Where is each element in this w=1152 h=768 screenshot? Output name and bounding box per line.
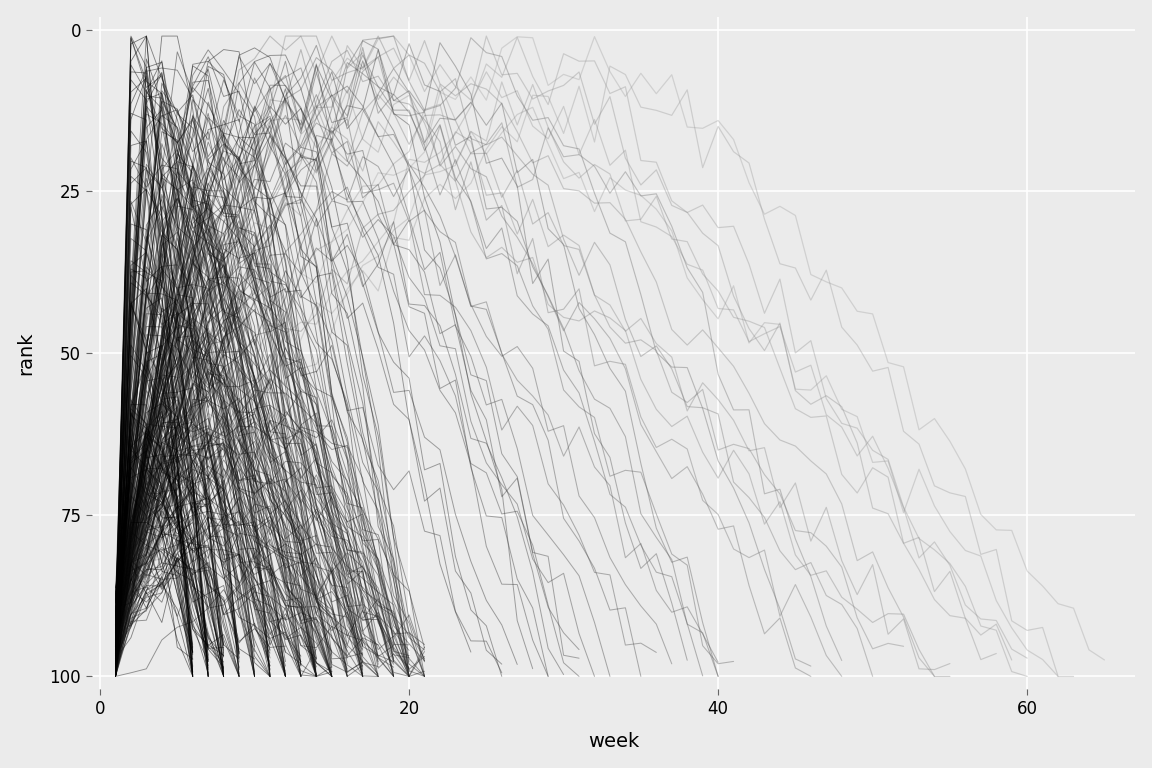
X-axis label: week: week — [589, 733, 639, 751]
Y-axis label: rank: rank — [16, 331, 36, 375]
